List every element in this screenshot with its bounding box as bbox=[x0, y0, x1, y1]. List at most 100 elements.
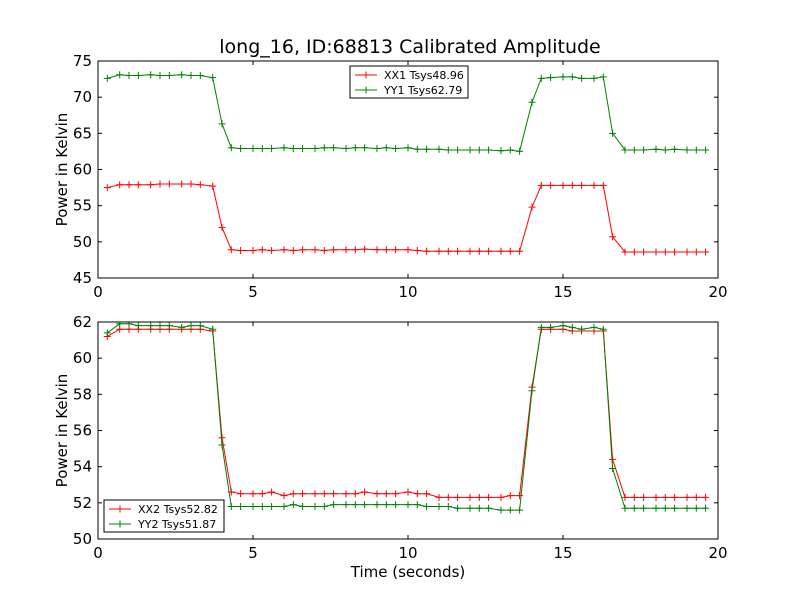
data-point bbox=[351, 490, 359, 498]
legend-entry-label: YY1 Tsys62.79 bbox=[383, 84, 462, 97]
x-tick-label: 20 bbox=[708, 283, 727, 301]
legend-entry-label: YY2 Tsys51.87 bbox=[137, 518, 216, 531]
data-point bbox=[621, 504, 629, 512]
data-point bbox=[506, 247, 514, 255]
data-point bbox=[640, 504, 648, 512]
data-point bbox=[568, 181, 576, 189]
data-point bbox=[497, 493, 505, 501]
data-point bbox=[404, 488, 412, 496]
data-point bbox=[218, 120, 226, 128]
data-point bbox=[218, 223, 226, 231]
data-point bbox=[590, 181, 598, 189]
data-point bbox=[361, 488, 369, 496]
series-2 bbox=[103, 322, 710, 514]
data-point bbox=[652, 504, 660, 512]
data-point bbox=[311, 246, 319, 254]
data-point bbox=[537, 74, 545, 82]
data-point bbox=[392, 501, 400, 509]
bottom-chart-panel: 0 5 10 15 20 50 52 54 56 58 60 62 Power in Kelvin Tim… bbox=[53, 313, 728, 581]
data-point bbox=[330, 490, 338, 498]
data-point bbox=[134, 71, 142, 79]
data-point bbox=[413, 145, 421, 153]
data-point bbox=[485, 146, 493, 154]
plot-frame bbox=[97, 60, 719, 279]
data-point bbox=[249, 490, 257, 498]
data-point bbox=[485, 504, 493, 512]
data-point bbox=[497, 506, 505, 514]
data-point bbox=[311, 490, 319, 498]
data-point bbox=[187, 322, 195, 330]
data-point bbox=[435, 247, 443, 255]
y-tick-label: 60 bbox=[73, 349, 92, 367]
data-point bbox=[497, 247, 505, 255]
x-tick-label: 15 bbox=[553, 283, 572, 301]
data-point bbox=[116, 322, 124, 328]
top-chart-panel: 0 5 10 15 20 45 50 55 60 65 70 75 Power in Kelvin XX1… bbox=[53, 52, 728, 301]
data-point bbox=[156, 71, 164, 79]
data-point bbox=[454, 146, 462, 154]
data-point bbox=[404, 144, 412, 152]
data-point bbox=[435, 502, 443, 510]
x-tick-label: 20 bbox=[708, 544, 727, 562]
data-point bbox=[227, 502, 235, 510]
data-point bbox=[156, 180, 164, 188]
data-point bbox=[423, 490, 431, 498]
data-point bbox=[671, 248, 679, 256]
legend-marker bbox=[116, 520, 124, 528]
data-point bbox=[330, 246, 338, 254]
data-point bbox=[497, 147, 505, 155]
data-point bbox=[268, 488, 276, 496]
data-point bbox=[516, 492, 524, 500]
data-point bbox=[683, 146, 691, 154]
data-point bbox=[258, 490, 266, 498]
data-point bbox=[209, 325, 217, 333]
data-point bbox=[578, 74, 586, 82]
data-point bbox=[320, 502, 328, 510]
y-tick-label: 58 bbox=[73, 385, 92, 403]
data-point bbox=[116, 71, 124, 79]
data-point bbox=[280, 246, 288, 254]
data-point bbox=[630, 493, 638, 501]
data-point bbox=[116, 181, 124, 189]
data-point bbox=[196, 322, 204, 330]
data-point bbox=[559, 322, 567, 330]
data-point bbox=[125, 181, 133, 189]
data-point bbox=[178, 323, 186, 331]
data-point bbox=[382, 501, 390, 509]
data-point bbox=[640, 248, 648, 256]
data-point bbox=[590, 323, 598, 331]
data-point bbox=[413, 490, 421, 498]
data-point bbox=[599, 181, 607, 189]
data-point bbox=[237, 145, 245, 153]
data-point bbox=[209, 74, 217, 82]
data-point bbox=[342, 145, 350, 153]
data-point bbox=[218, 441, 226, 449]
y-tick-label: 54 bbox=[73, 458, 92, 476]
data-point bbox=[382, 490, 390, 498]
data-point bbox=[249, 502, 257, 510]
data-point bbox=[466, 504, 474, 512]
data-point bbox=[361, 144, 369, 152]
legend: XX1 Tsys48.96 YY1 Tsys62.79 bbox=[349, 65, 469, 99]
data-point bbox=[249, 145, 257, 153]
data-point bbox=[178, 71, 186, 79]
data-point bbox=[702, 493, 710, 501]
data-point bbox=[258, 145, 266, 153]
data-point bbox=[599, 325, 607, 333]
x-tick-label: 10 bbox=[398, 544, 417, 562]
data-point bbox=[516, 147, 524, 155]
data-point bbox=[125, 71, 133, 79]
legend-marker bbox=[362, 71, 370, 79]
data-point bbox=[692, 493, 700, 501]
data-point bbox=[209, 182, 217, 190]
data-point bbox=[320, 490, 328, 498]
data-point bbox=[528, 387, 536, 395]
data-point bbox=[361, 245, 369, 253]
y-tick-label: 52 bbox=[73, 494, 92, 512]
data-point bbox=[342, 501, 350, 509]
x-tick-label: 5 bbox=[248, 544, 258, 562]
data-point bbox=[466, 146, 474, 154]
data-point bbox=[299, 502, 307, 510]
data-point bbox=[435, 493, 443, 501]
data-point bbox=[103, 74, 111, 82]
